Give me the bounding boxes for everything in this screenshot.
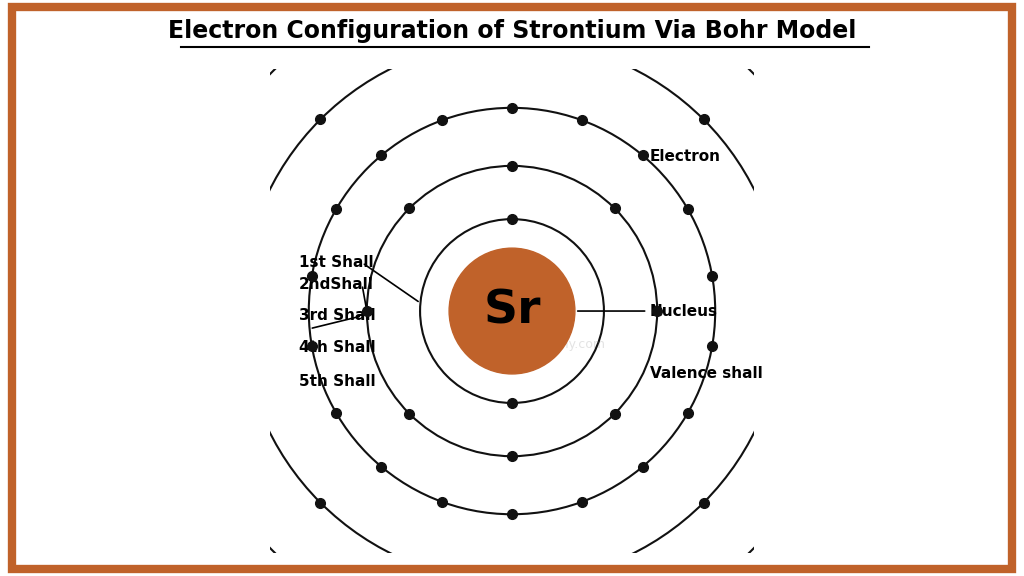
Text: 2ndShall: 2ndShall <box>299 277 374 292</box>
Text: 5th Shall: 5th Shall <box>299 374 376 389</box>
Text: 4th Shall: 4th Shall <box>299 340 376 355</box>
Circle shape <box>450 248 574 374</box>
Text: Nucleus: Nucleus <box>650 304 718 319</box>
Text: Electron: Electron <box>650 149 721 164</box>
Text: Sr: Sr <box>483 289 541 334</box>
Text: Diagramomy.com: Diagramomy.com <box>496 339 606 351</box>
Text: 3rd Shall: 3rd Shall <box>299 308 376 323</box>
Text: Electron Configuration of Strontium Via Bohr Model: Electron Configuration of Strontium Via … <box>168 18 856 43</box>
Text: 1st Shall: 1st Shall <box>299 255 374 270</box>
Text: Valence shall: Valence shall <box>650 366 763 381</box>
